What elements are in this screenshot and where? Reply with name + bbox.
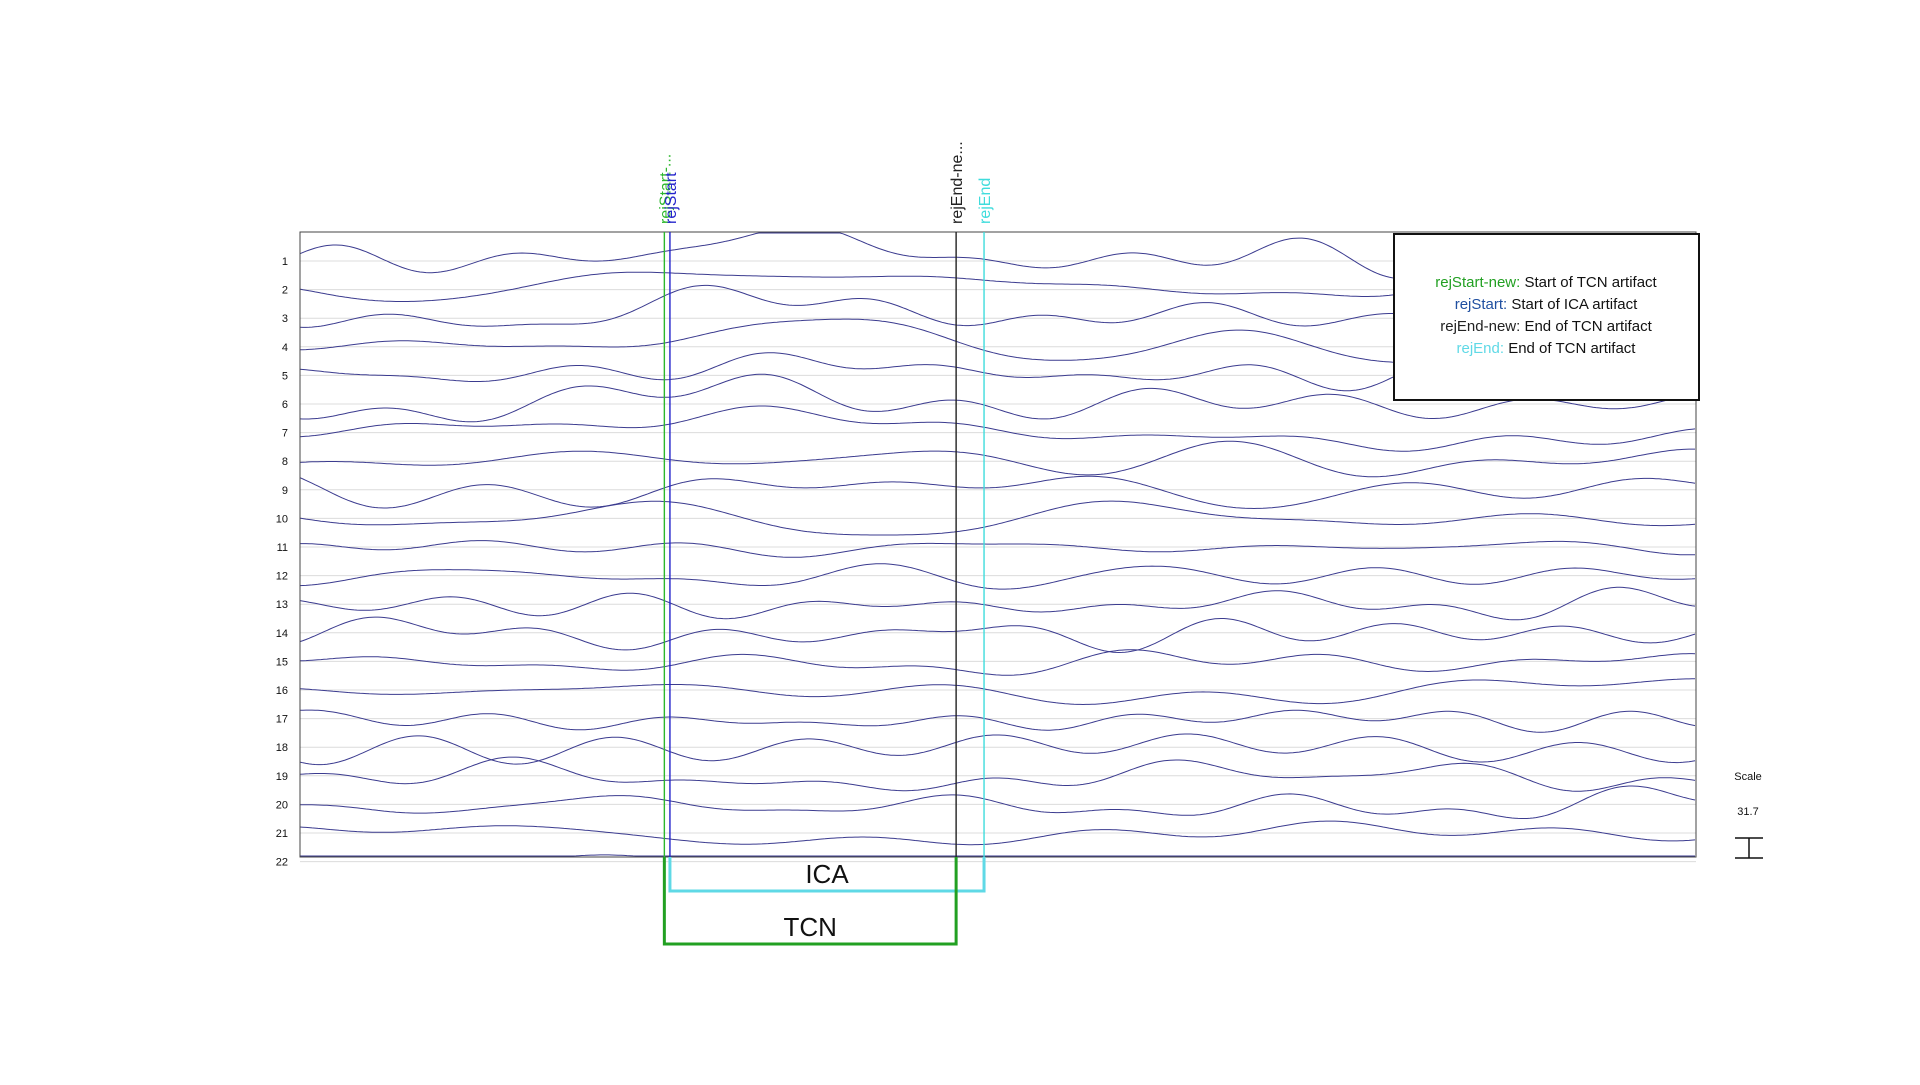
- channel-trace: [300, 785, 1696, 819]
- channel-trace: [299, 820, 1696, 846]
- scale-value: 31.7: [1737, 806, 1758, 818]
- channel-trace: [300, 540, 1695, 558]
- channel-label: 5: [282, 370, 288, 382]
- bracket-label-tcn: TCN: [784, 912, 837, 942]
- channel-trace: [299, 586, 1696, 621]
- legend-box: rejStart-new: Start of TCN artifactrejSt…: [1393, 233, 1700, 401]
- bracket-tcn: [662, 857, 958, 946]
- channel-label: 21: [276, 828, 288, 840]
- channel-label: 12: [276, 571, 288, 583]
- channel-label: 14: [276, 628, 288, 640]
- legend-entry: rejStart-new: Start of TCN artifact: [1435, 274, 1657, 291]
- marker-layer: rejStart-...rejStart rejEnd-ne... rejEnd: [657, 141, 994, 857]
- marker-label-rejEnd-new: rejEnd-ne...: [949, 141, 966, 224]
- channel-label: 18: [276, 742, 288, 754]
- channel-label: 11: [277, 542, 288, 554]
- channel-trace: [299, 733, 1696, 766]
- legend-entry: rejStart: Start of ICA artifact: [1455, 296, 1638, 313]
- channel-trace: [299, 649, 1696, 676]
- legend-key: rejEnd:: [1457, 340, 1505, 357]
- channel-label: 7: [282, 428, 288, 440]
- legend-key: rejStart:: [1455, 296, 1508, 313]
- channel-label: 20: [276, 799, 288, 811]
- channel-label: 22: [276, 857, 288, 869]
- channel-trace: [299, 756, 1696, 792]
- channel-label: 6: [282, 399, 288, 411]
- channel-trace: [299, 373, 1696, 423]
- channel-label: 4: [282, 342, 288, 354]
- channel-label: 1: [282, 256, 288, 268]
- marker-label-rejEnd: rejEnd: [977, 178, 994, 224]
- channel-label: 16: [276, 685, 288, 697]
- channel-trace: [299, 678, 1695, 706]
- grid-layer: [300, 260, 1696, 863]
- channel-label: 8: [282, 456, 288, 468]
- bracket-layer: ICA TCN: [662, 857, 986, 946]
- channel-trace: [299, 475, 1696, 510]
- channel-trace: [299, 440, 1695, 478]
- marker-label-rejStart-new: rejStart-...: [657, 154, 674, 224]
- channel-label: 2: [282, 285, 288, 297]
- channel-label: 17: [276, 714, 288, 726]
- channel-label: 3: [282, 313, 288, 325]
- bracket-label-ica: ICA: [805, 859, 849, 889]
- scale-bar-icon: [1735, 837, 1763, 859]
- channel-trace: [299, 563, 1696, 590]
- scale-indicator: Scale 31.7: [1734, 771, 1763, 859]
- plot-frame: [299, 231, 1697, 858]
- legend-text: Start of ICA artifact: [1507, 296, 1638, 313]
- legend-key: rejStart-new:: [1435, 274, 1520, 291]
- marker-label-rejStart: rejStart: [663, 172, 680, 224]
- channel-trace: [299, 405, 1696, 452]
- channel-trace: [299, 616, 1696, 654]
- legend-text: Start of TCN artifact: [1520, 274, 1657, 291]
- legend-key: rejEnd-new:: [1440, 318, 1520, 335]
- channel-label: 19: [276, 771, 288, 783]
- channel-label: 15: [276, 656, 288, 668]
- channel-trace: [300, 854, 1695, 857]
- channel-label: 9: [282, 485, 288, 497]
- legend-entry: rejEnd: End of TCN artifact: [1457, 340, 1637, 357]
- legend-text: End of TCN artifact: [1504, 340, 1636, 357]
- scale-label: Scale: [1734, 771, 1762, 783]
- bracket-ica: [668, 857, 986, 893]
- channel-label: 13: [276, 599, 288, 611]
- channel-label: 10: [276, 513, 288, 525]
- channel-trace: [299, 709, 1696, 733]
- legend-entry: rejEnd-new: End of TCN artifact: [1440, 318, 1652, 335]
- channel-trace: [299, 500, 1696, 536]
- legend-text: End of TCN artifact: [1520, 318, 1652, 335]
